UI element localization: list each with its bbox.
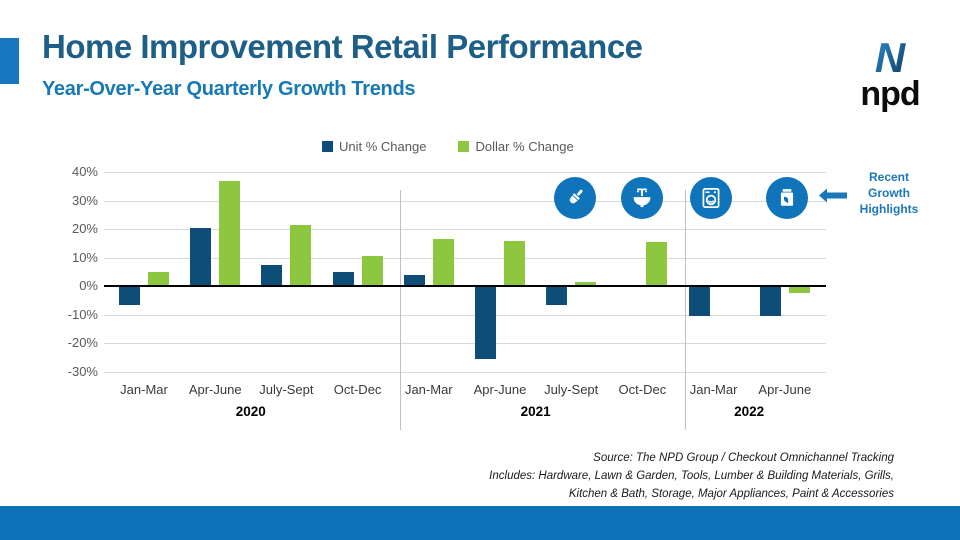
x-axis-year-label: 2022 bbox=[734, 404, 765, 419]
growth-highlights-line: Highlights bbox=[859, 202, 919, 216]
x-axis-quarter-label: July-Sept bbox=[544, 382, 599, 397]
year-separator bbox=[685, 190, 686, 430]
gridline bbox=[104, 343, 826, 345]
npd-logo-text: npd bbox=[860, 75, 920, 113]
x-axis-zero-line bbox=[104, 285, 826, 288]
y-axis-tick-label: -30% bbox=[67, 364, 98, 379]
appliances-category-badge bbox=[690, 177, 732, 219]
y-axis-tick-label: 0% bbox=[79, 278, 98, 294]
legend-swatch-dollar bbox=[458, 141, 470, 152]
npd-logo-n-icon: N bbox=[875, 34, 907, 81]
x-axis-year-label: 2020 bbox=[235, 404, 266, 419]
unit-change-bar bbox=[759, 286, 781, 317]
source-line: Includes: Hardware, Lawn & Garden, Tools… bbox=[489, 470, 894, 482]
x-axis-quarter-label: Oct-Dec bbox=[333, 382, 382, 397]
gridline bbox=[104, 200, 826, 202]
year-separator bbox=[400, 190, 401, 430]
x-axis-year-label: 2021 bbox=[520, 404, 551, 419]
unit-change-bar bbox=[403, 274, 425, 287]
x-axis-quarter-label: Apr-June bbox=[758, 382, 812, 397]
legend-label-unit: Unit % Change bbox=[339, 139, 427, 154]
gridline bbox=[104, 372, 826, 373]
unit-change-bar bbox=[332, 272, 354, 287]
unit-change-bar bbox=[119, 286, 140, 305]
unit-change-bar bbox=[546, 286, 568, 305]
npd-logo: N npd bbox=[846, 34, 934, 111]
legend-label-dollar: Dollar % Change bbox=[475, 139, 574, 154]
x-axis-quarter-label: Oct-Dec bbox=[618, 382, 667, 397]
gridline bbox=[104, 314, 826, 316]
x-axis-quarter-label: Jan-Mar bbox=[120, 382, 168, 397]
source-line: Source: The NPD Group / Checkout Omnicha… bbox=[593, 452, 894, 464]
washing-machine-icon bbox=[702, 188, 720, 208]
dollar-change-bar bbox=[361, 256, 383, 287]
dollar-change-bar bbox=[504, 240, 525, 287]
source-note: Source: The NPD Group / Checkout Omnicha… bbox=[489, 449, 894, 503]
growth-highlights-line: Recent bbox=[868, 170, 909, 184]
dollar-change-bar bbox=[148, 272, 169, 287]
svg-text:N: N bbox=[875, 34, 907, 80]
y-axis-tick-label: -20% bbox=[67, 335, 98, 351]
dollar-change-bar bbox=[575, 282, 597, 287]
page-title: Home Improvement Retail Performance bbox=[42, 28, 643, 65]
paint-brush-icon bbox=[569, 189, 583, 204]
unit-change-bar bbox=[475, 286, 496, 360]
x-axis-quarter-label: Apr-June bbox=[473, 382, 527, 397]
x-axis-quarter-label: July-Sept bbox=[259, 382, 314, 397]
dollar-change-bar bbox=[219, 180, 241, 287]
lawn-garden-category-badge bbox=[766, 177, 808, 219]
x-axis-quarter-label: Jan-Mar bbox=[404, 382, 453, 397]
source-line: Kitchen & Bath, Storage, Major Appliance… bbox=[568, 488, 894, 500]
kitchen-bath-category-badge bbox=[621, 177, 663, 219]
legend-item-dollar: Dollar % Change bbox=[458, 139, 574, 154]
gridline bbox=[104, 257, 826, 259]
legend-swatch-unit bbox=[322, 141, 333, 152]
gridline bbox=[104, 172, 826, 173]
dollar-change-bar bbox=[788, 286, 810, 294]
dollar-change-bar bbox=[432, 239, 454, 287]
y-axis-tick-label: 20% bbox=[71, 221, 98, 237]
unit-change-bar bbox=[190, 227, 212, 287]
paint-category-badge bbox=[554, 177, 596, 219]
y-axis-tick-label: 30% bbox=[71, 192, 98, 208]
growth-highlights-label: Recent Growth Highlights bbox=[845, 169, 933, 217]
growth-highlights-line: Growth bbox=[868, 186, 910, 200]
x-axis-quarter-label: Apr-June bbox=[188, 382, 242, 397]
unit-change-bar bbox=[261, 264, 283, 287]
unit-change-bar bbox=[688, 286, 710, 317]
header-accent-bar bbox=[0, 38, 19, 84]
garden-soil-bag-icon bbox=[780, 189, 794, 206]
dollar-change-bar bbox=[290, 224, 312, 287]
chart-legend: Unit % Change Dollar % Change bbox=[322, 139, 574, 154]
footer-bar bbox=[0, 506, 960, 540]
y-axis-tick-label: -10% bbox=[67, 306, 98, 322]
dollar-change-bar bbox=[646, 242, 668, 287]
legend-item-unit: Unit % Change bbox=[322, 139, 426, 154]
y-axis-tick-label: 10% bbox=[71, 249, 98, 265]
bathroom-sink-icon bbox=[633, 188, 651, 208]
x-axis-quarter-label: Jan-Mar bbox=[689, 382, 738, 397]
y-axis-tick-label: 40% bbox=[71, 164, 98, 179]
gridline bbox=[104, 229, 826, 231]
growth-highlights-arrow-icon bbox=[819, 188, 847, 208]
page-subtitle: Year-Over-Year Quarterly Growth Trends bbox=[42, 78, 416, 100]
